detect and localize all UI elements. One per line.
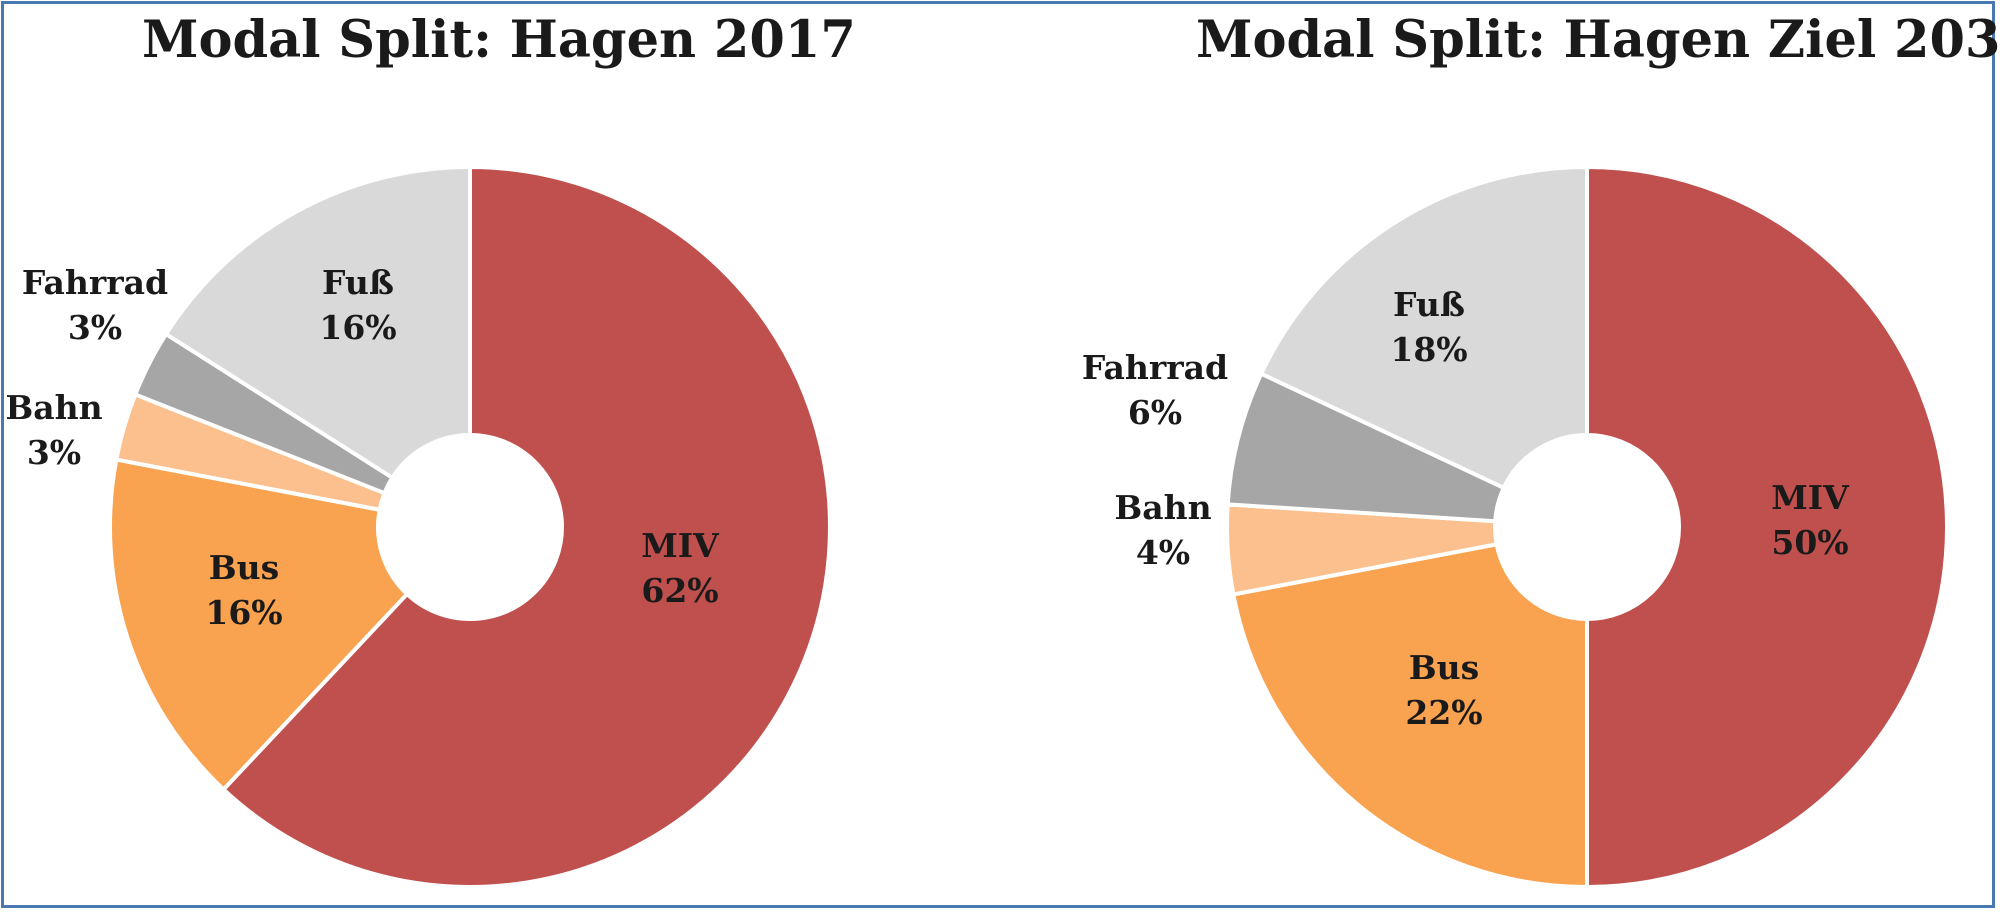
slice-value-bahn: 4% — [1136, 533, 1190, 572]
slice-value-miv: 62% — [641, 571, 718, 610]
slice-label-fuss: Fuß — [322, 263, 394, 302]
slice-label-bahn: Bahn — [5, 388, 102, 427]
slice-value-bus: 16% — [205, 593, 282, 632]
chart-title-2017: Modal Split: Hagen 2017 — [142, 10, 856, 70]
slice-value-fahrrad: 3% — [68, 308, 122, 347]
slice-value-bahn: 3% — [27, 433, 81, 472]
slice-label-bus: Bus — [1409, 648, 1479, 687]
slice-value-fuss: 16% — [319, 308, 396, 347]
donut-chart-2035: MIV 50% Bus 22% Bahn 4% Fahrrad 6% Fuß 18% — [1082, 165, 1949, 889]
slice-value-fahrrad: 6% — [1128, 393, 1182, 432]
slice-value-miv: 50% — [1771, 523, 1848, 562]
slice-fuss — [164, 165, 472, 480]
slice-label-miv: MIV — [1771, 478, 1850, 517]
donut-chart-2017: MIV 62% Bus 16% Bahn 3% Fahrrad 3% Fuß 16% — [5, 165, 832, 889]
slice-label-fuss: Fuß — [1393, 285, 1465, 324]
slice-value-bus: 22% — [1405, 693, 1482, 732]
slice-miv — [221, 165, 832, 889]
slice-label-bahn: Bahn — [1114, 488, 1211, 527]
slice-miv — [1585, 165, 1949, 889]
slice-bus — [1231, 542, 1589, 889]
chart-title-2035: Modal Split: Hagen Ziel 2035 — [1196, 10, 2000, 70]
slice-bus — [108, 457, 410, 792]
slice-label-fahrrad: Fahrrad — [22, 263, 168, 302]
slice-label-fahrrad: Fahrrad — [1082, 348, 1228, 387]
slice-label-bus: Bus — [209, 548, 279, 587]
slice-value-fuss: 18% — [1390, 330, 1467, 369]
slice-fuss — [1259, 165, 1589, 490]
slice-label-miv: MIV — [641, 526, 720, 565]
